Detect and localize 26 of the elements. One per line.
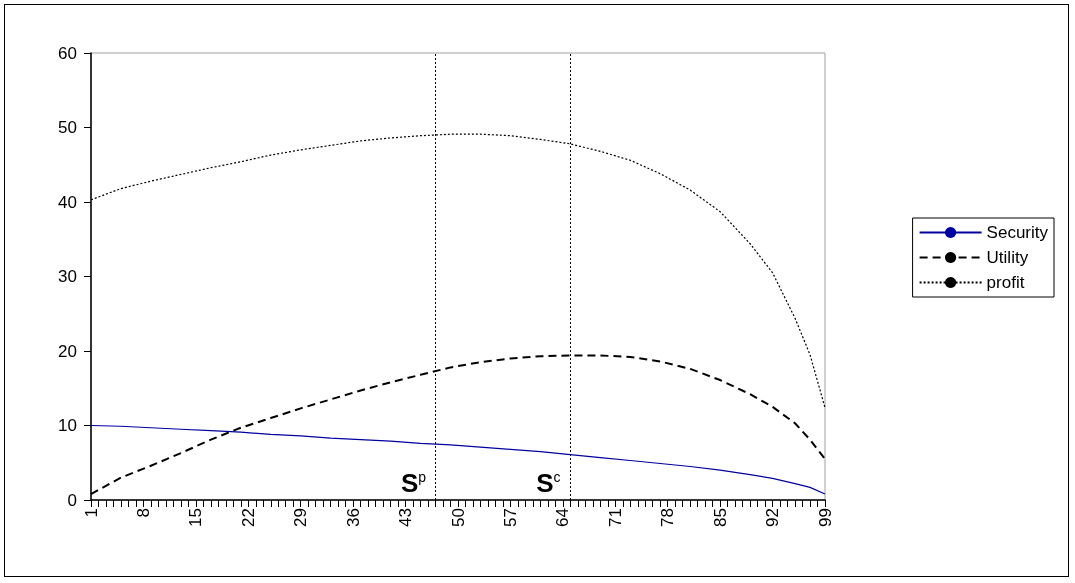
x-tick-label: 71 (605, 508, 625, 527)
legend-label: Security (986, 223, 1049, 242)
y-tick-label: 50 (58, 118, 77, 137)
x-tick-label: 57 (500, 508, 520, 527)
line-series (90, 424, 826, 495)
x-tick-label: 8 (133, 508, 153, 518)
y-tick-label: 60 (58, 43, 77, 63)
y-tick-label: 40 (58, 192, 77, 212)
x-tick-label: 99 (815, 508, 835, 527)
x-tick-label: 36 (343, 508, 363, 527)
y-tick-label: 30 (58, 267, 77, 286)
y-tick-label: 0 (67, 490, 77, 510)
x-tick-label: 29 (291, 508, 311, 527)
x-tick-label: 64 (553, 508, 573, 527)
x-tick-label: 85 (710, 508, 730, 527)
x-tick-label: 78 (658, 508, 678, 527)
x-tick-label: 50 (448, 508, 468, 527)
x-tick-label: 15 (186, 508, 206, 527)
x-tick-label: 1 (81, 508, 101, 518)
x-tick-label: 22 (238, 508, 258, 527)
legend-label: Utility (986, 248, 1029, 267)
x-tick-label: 43 (396, 508, 416, 527)
y-tick-label: 20 (58, 341, 77, 361)
legend-label: profit (986, 273, 1025, 292)
y-tick-label: 10 (58, 416, 77, 435)
x-tick-label: 92 (763, 508, 783, 527)
